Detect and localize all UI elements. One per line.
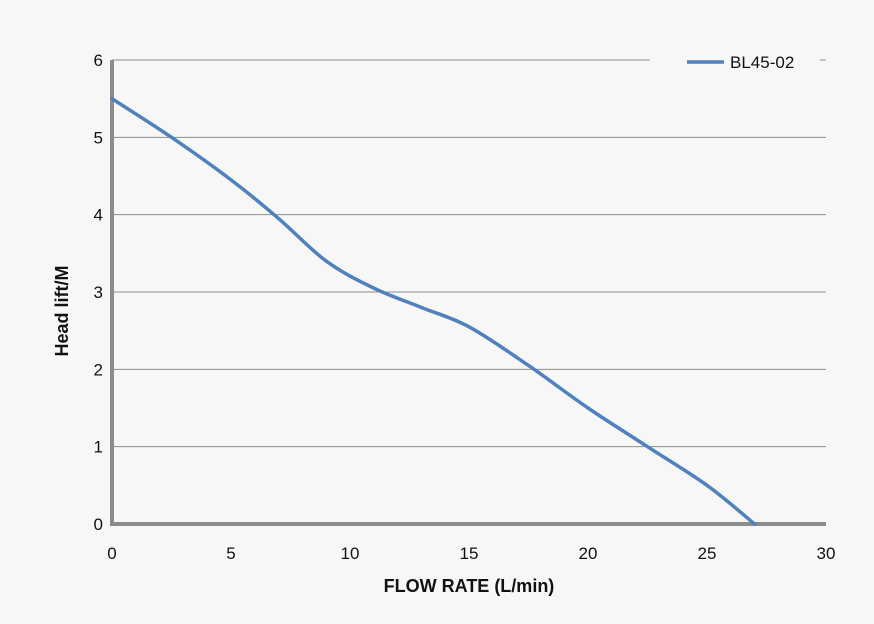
- y-tick-labels: 0 1 2 3 4 5 6: [94, 51, 103, 534]
- y-tick-label-3: 3: [94, 283, 103, 302]
- y-tick-label-4: 4: [94, 206, 103, 225]
- y-tick-label-0: 0: [94, 515, 103, 534]
- x-tick-label-20: 20: [579, 544, 598, 563]
- x-tick-labels: 0 5 10 15 20 25 30: [107, 544, 835, 563]
- x-tick-label-0: 0: [107, 544, 116, 563]
- y-tick-label-2: 2: [94, 360, 103, 379]
- y-tick-label-5: 5: [94, 128, 103, 147]
- x-tick-label-15: 15: [460, 544, 479, 563]
- x-tick-label-10: 10: [341, 544, 360, 563]
- y-tick-label-6: 6: [94, 51, 103, 70]
- x-tick-label-30: 30: [817, 544, 836, 563]
- legend: BL45-02: [650, 44, 820, 78]
- axes: [110, 60, 826, 526]
- x-tick-label-25: 25: [698, 544, 717, 563]
- y-tick-label-1: 1: [94, 438, 103, 457]
- series-line-0: [110, 96, 757, 526]
- series-lines: [110, 96, 757, 526]
- legend-label: BL45-02: [730, 53, 794, 72]
- x-axis-title: FLOW RATE (L/min): [384, 576, 555, 596]
- x-tick-label-5: 5: [226, 544, 235, 563]
- y-axis-title: Head lift/M: [52, 265, 72, 356]
- legend-background: [650, 44, 820, 78]
